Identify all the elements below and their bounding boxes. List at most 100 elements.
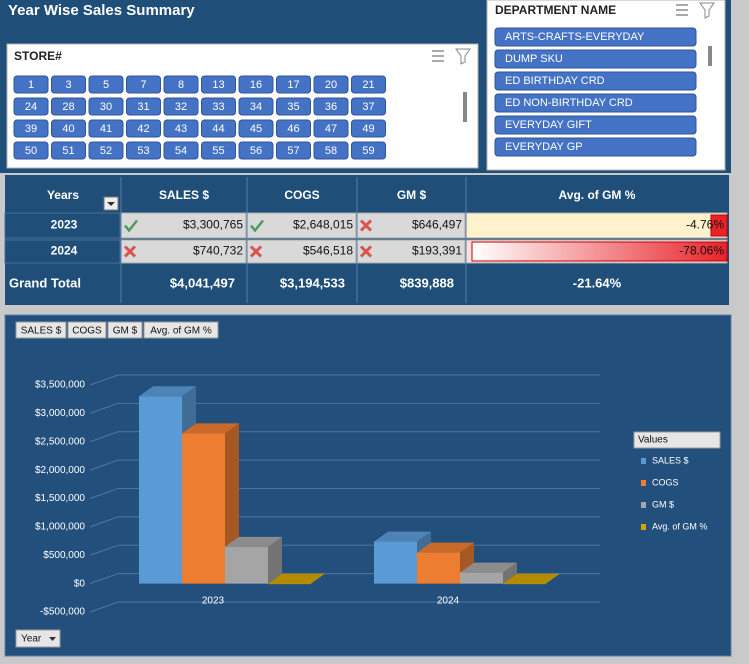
bar-top (182, 423, 239, 434)
slicer-button[interactable] (51, 119, 86, 138)
slicer-button[interactable] (494, 137, 697, 157)
slicer-button[interactable] (238, 97, 274, 116)
slicer-button[interactable] (201, 97, 236, 116)
axis-field-button[interactable] (15, 629, 61, 648)
slicer-button-label: 44 (212, 123, 224, 135)
slicer-button[interactable] (88, 119, 124, 138)
slicer-button[interactable] (276, 141, 311, 160)
slicer-button[interactable] (276, 97, 311, 116)
slicer-button[interactable] (313, 97, 349, 116)
slicer-button[interactable] (13, 119, 49, 138)
slicer-button[interactable] (126, 119, 161, 138)
bar-top (139, 386, 196, 397)
bar (503, 583, 546, 585)
grid-line (89, 374, 600, 386)
slicer-button[interactable] (163, 141, 199, 160)
field-button[interactable] (107, 321, 143, 339)
slicer-button[interactable] (351, 119, 386, 138)
cell-value: -78.06% (679, 244, 724, 258)
bar-top (268, 573, 325, 584)
field-button-label: Avg. of GM % (150, 326, 212, 337)
slicer-button[interactable] (126, 75, 161, 94)
slicer-button[interactable] (126, 97, 161, 116)
slicer-button-label: 17 (287, 79, 299, 91)
column-header: COGS (284, 188, 319, 202)
slicer-button-label: 28 (62, 101, 74, 113)
slicer-button[interactable] (201, 141, 236, 160)
field-button[interactable] (67, 321, 107, 339)
field-button[interactable] (15, 321, 67, 339)
slicer-button[interactable] (313, 119, 349, 138)
y-tick-label: $1,500,000 (35, 493, 85, 504)
field-button-label: GM $ (113, 326, 138, 337)
dropdown-arrow (107, 202, 115, 206)
slicer-button-label: 7 (140, 79, 146, 91)
slicer-button-label: 50 (25, 145, 37, 157)
slicer-button-label: 49 (362, 123, 374, 135)
slicer-button[interactable] (494, 93, 697, 113)
bar-side (268, 536, 282, 584)
slicer-button[interactable] (13, 97, 49, 116)
bar-top (417, 542, 474, 553)
slicer-button[interactable] (13, 75, 49, 94)
slicer-button-label: 42 (137, 123, 149, 135)
dashboard-title: Year Wise Sales Summary (8, 2, 195, 19)
slicer-button[interactable] (351, 75, 386, 94)
legend-label: Avg. of GM % (652, 521, 707, 531)
slicer-button[interactable] (201, 75, 236, 94)
slicer-title: STORE# (14, 49, 62, 63)
slicer-button[interactable] (88, 97, 124, 116)
slicer-button[interactable] (163, 97, 199, 116)
slicer-button[interactable] (494, 115, 697, 135)
slicer-button[interactable] (238, 141, 274, 160)
slicer-button[interactable] (201, 119, 236, 138)
slicer-button[interactable] (13, 141, 49, 160)
slicer-button-label: 51 (62, 145, 74, 157)
slicer-button[interactable] (313, 75, 349, 94)
slicer-button-label: 13 (212, 79, 224, 91)
slicer-button[interactable] (494, 27, 697, 47)
slicer-button[interactable] (494, 71, 697, 91)
slicer-button-label: 36 (325, 101, 337, 113)
bar (374, 541, 417, 584)
column-header: SALES $ (159, 188, 209, 202)
slicer-button[interactable] (88, 75, 124, 94)
field-button[interactable] (143, 321, 219, 339)
slicer-button[interactable] (276, 119, 311, 138)
kpi-icon (249, 245, 263, 258)
slicer-button[interactable] (238, 75, 274, 94)
slicer-button[interactable] (126, 141, 161, 160)
grid-line (89, 516, 600, 528)
grid-line (89, 601, 600, 613)
grand-total: -21.64% (573, 275, 622, 290)
slicer-button-label: 57 (287, 145, 299, 157)
dropdown-arrow (49, 637, 56, 641)
slicer-button[interactable] (163, 119, 199, 138)
slicer-button[interactable] (351, 97, 386, 116)
grid-line (89, 402, 600, 414)
slicer-button[interactable] (163, 75, 199, 94)
slicer-button-label: 40 (62, 123, 74, 135)
slicer-button[interactable] (51, 141, 86, 160)
bar-top (503, 573, 560, 584)
slicer-button[interactable] (51, 75, 86, 94)
bar (417, 552, 460, 584)
slicer-button-label: ED NON-BIRTHDAY CRD (505, 97, 633, 109)
legend-label: SALES $ (652, 455, 689, 465)
slicer-button[interactable] (313, 141, 349, 160)
scrollbar (463, 92, 467, 122)
cell-value: -4.76% (686, 218, 724, 232)
bar (268, 583, 311, 585)
y-tick-label: $0 (74, 578, 86, 589)
slicer-title: DEPARTMENT NAME (495, 3, 616, 17)
slicer-button[interactable] (351, 141, 386, 160)
kpi-icon (359, 245, 373, 258)
slicer-button[interactable] (88, 141, 124, 160)
slicer-button[interactable] (494, 49, 697, 69)
slicer-button-label: 56 (250, 145, 262, 157)
slicer-button[interactable] (238, 119, 274, 138)
slicer-button[interactable] (276, 75, 311, 94)
slicer-button[interactable] (51, 97, 86, 116)
